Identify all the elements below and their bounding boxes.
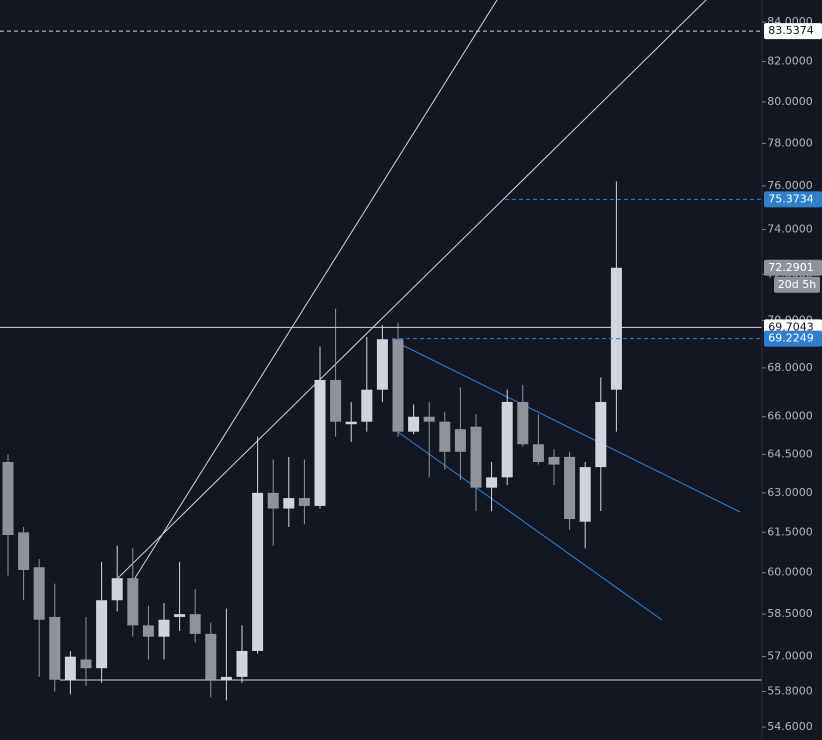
candle-body: [376, 339, 388, 390]
price-badge-label: 83.5374: [768, 24, 814, 37]
y-tick-label: 54.6000: [767, 720, 813, 733]
candle-body: [64, 656, 76, 680]
candle-body: [33, 567, 45, 620]
y-tick-label: 66.0000: [767, 410, 813, 423]
price-badge-label: 69.2249: [768, 332, 814, 345]
candle-body: [220, 676, 232, 680]
candle-body: [501, 401, 513, 478]
y-tick-label: 80.0000: [767, 95, 813, 108]
candle-body: [579, 467, 591, 522]
candle-body: [298, 498, 310, 506]
candle-body: [392, 339, 404, 432]
y-tick-label: 82.0000: [767, 54, 813, 67]
candle-body: [189, 614, 201, 634]
candle-body: [252, 492, 264, 651]
y-tick-label: 64.5000: [767, 447, 813, 460]
candle-body: [96, 600, 108, 669]
candle-body: [548, 456, 560, 465]
last-price-badge: [764, 259, 822, 276]
price-badge: [764, 330, 822, 347]
candle-body: [439, 421, 451, 452]
trend-line: [134, 0, 498, 579]
last-price-label: 72.2901: [768, 261, 814, 274]
trend-line: [117, 0, 707, 579]
y-tick-label: 55.8000: [767, 684, 813, 697]
candle-body: [532, 444, 544, 462]
candle-body: [361, 389, 373, 422]
y-tick-label: 63.0000: [767, 486, 813, 499]
channel-line: [397, 431, 663, 621]
y-tick-label: 68.0000: [767, 361, 813, 374]
candle-body: [2, 461, 14, 535]
price-badge-label: 75.3734: [768, 192, 814, 205]
candle-body: [158, 619, 170, 637]
y-tick-label: 60.0000: [767, 566, 813, 579]
candle-body: [205, 633, 217, 680]
candle-body: [283, 498, 295, 509]
y-tick-label: 76.0000: [767, 179, 813, 192]
price-badge: [764, 23, 822, 40]
candle-body: [486, 477, 498, 488]
candle-body: [345, 421, 357, 425]
candle-body: [49, 616, 61, 680]
candle-body: [423, 416, 435, 422]
y-tick-label: 58.5000: [767, 607, 813, 620]
price-badge-label: 69.7043: [768, 320, 814, 333]
price-badge: [764, 191, 822, 208]
y-tick-label: 61.5000: [767, 525, 813, 538]
countdown-badge: [774, 276, 820, 293]
candle-body: [470, 426, 482, 488]
countdown-label: 20d 5h: [778, 278, 816, 291]
candle-body: [610, 267, 622, 390]
channel-line: [391, 339, 741, 513]
candle-body: [142, 625, 154, 637]
candle-body: [111, 578, 123, 601]
candle-body: [408, 416, 420, 432]
plot-area: [0, 0, 762, 701]
candle-body: [330, 379, 342, 422]
candle-body: [236, 650, 248, 677]
candle-body: [454, 429, 466, 452]
candle-body: [127, 578, 139, 626]
y-tick-label: 78.0000: [767, 136, 813, 149]
candle-body: [314, 379, 326, 506]
candle-body: [517, 401, 529, 445]
candle-body: [18, 532, 30, 570]
candle-body: [595, 401, 607, 468]
candle-body: [564, 456, 576, 520]
y-tick-label: 57.0000: [767, 650, 813, 663]
candle-body: [267, 492, 279, 509]
candle-body: [80, 659, 92, 669]
y-tick-label: 74.0000: [767, 222, 813, 235]
candle-body: [174, 614, 186, 617]
